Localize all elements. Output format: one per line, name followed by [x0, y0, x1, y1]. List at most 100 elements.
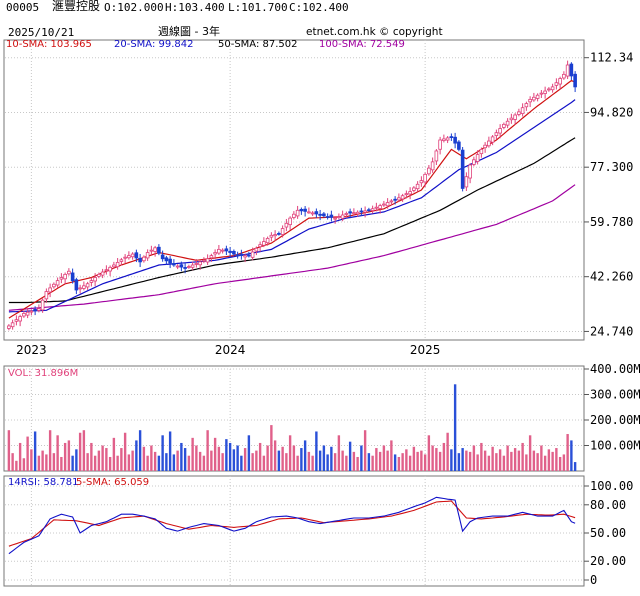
volume-bar: [502, 455, 506, 471]
volume-bar: [97, 450, 101, 471]
volume-bar: [217, 446, 221, 471]
volume-bar: [116, 455, 119, 471]
volume-bar: [240, 455, 243, 471]
candle-body: [10, 322, 15, 328]
volume-bar: [45, 454, 48, 471]
candle-body: [277, 233, 281, 235]
price-tick-label: 24.740: [590, 324, 633, 338]
volume-bar: [390, 440, 393, 471]
volume-bar: [296, 455, 299, 471]
volume-bar: [210, 450, 213, 471]
rsi-legend-item: 5-SMA: 65.059: [76, 477, 149, 488]
volume-bar: [7, 430, 11, 471]
candle-body: [434, 150, 439, 162]
candle-body: [449, 136, 454, 139]
candle-body: [18, 316, 22, 322]
candle-body: [7, 325, 11, 329]
candle-body: [352, 212, 356, 215]
candle-body: [430, 161, 435, 171]
candle-body: [55, 280, 60, 286]
copyright-text: etnet.com.hk © copyright: [306, 26, 443, 38]
volume-bar: [82, 430, 86, 471]
volume-bar: [551, 451, 554, 471]
volume-bar: [318, 450, 322, 471]
candle-body: [14, 319, 19, 322]
volume-bar: [168, 431, 172, 471]
candle-body: [550, 86, 555, 91]
candle-body: [340, 214, 345, 219]
volume-bar: [202, 455, 206, 471]
candle-body: [104, 269, 109, 272]
candle-body: [265, 238, 270, 244]
candle-body: [363, 210, 367, 213]
rsi-legend-item: 14RSI: 58.781: [8, 477, 79, 488]
candle-body: [528, 98, 532, 103]
candle-body: [175, 265, 180, 268]
candle-body: [479, 148, 484, 155]
volume-bar: [187, 455, 191, 471]
candle-body: [273, 234, 277, 237]
volume-bar: [180, 442, 183, 471]
volume-bar: [86, 453, 89, 471]
candle-body: [292, 213, 296, 218]
volume-bar: [528, 435, 532, 471]
candle-body: [63, 273, 67, 280]
volume-bar: [191, 437, 194, 471]
candle-body: [239, 253, 244, 257]
candle-body: [123, 256, 127, 259]
candle-body: [198, 261, 202, 266]
volume-bar: [341, 450, 344, 471]
volume-bar: [266, 445, 269, 471]
volume-bar: [521, 442, 524, 471]
volume-bar: [543, 455, 547, 471]
candle-body: [445, 137, 450, 141]
candle-body: [539, 92, 544, 95]
volume-bar: [285, 453, 288, 471]
volume-bar: [472, 445, 476, 471]
candle-body: [160, 254, 165, 260]
volume-bar: [30, 449, 33, 471]
volume-bar: [326, 454, 329, 471]
candle-body: [502, 123, 506, 128]
volume-bar: [18, 442, 22, 471]
candle-body: [535, 94, 540, 99]
volume-bar: [236, 445, 239, 471]
candle-body: [554, 82, 559, 86]
candle-body: [367, 209, 371, 212]
candle-body: [348, 211, 352, 214]
candle-body: [168, 258, 172, 264]
candle-body: [543, 90, 547, 94]
volume-bar: [360, 445, 363, 471]
volume-bar: [420, 450, 423, 471]
candle-body: [547, 88, 551, 91]
volume-bar: [172, 454, 176, 471]
volume-bar: [135, 440, 138, 471]
volume-bar: [311, 455, 314, 471]
price-tick-label: 112.34: [590, 51, 633, 65]
volume-bar: [273, 440, 277, 471]
candle-body: [307, 211, 311, 214]
candle-body: [513, 114, 517, 120]
volume-bar: [281, 446, 284, 471]
volume-bar: [348, 441, 352, 471]
volume-bar: [423, 454, 427, 471]
candle-body: [509, 117, 514, 121]
volume-bar: [247, 435, 251, 471]
candle-body: [228, 250, 232, 253]
candle-body: [44, 291, 49, 300]
candle-body: [532, 96, 536, 101]
volume-bar: [401, 453, 404, 471]
volume-bar: [228, 442, 232, 471]
volume-bar: [491, 446, 494, 471]
volume-bar: [555, 448, 558, 471]
volume-bar: [547, 449, 551, 471]
volume-bar: [412, 446, 416, 471]
candle-body: [254, 247, 259, 252]
candle-body: [187, 266, 191, 268]
volume-bar: [476, 454, 479, 471]
candle-body: [397, 197, 401, 201]
volume-bar: [536, 453, 539, 471]
candle-body: [337, 216, 341, 218]
rsi-tick-label: 0: [590, 573, 597, 587]
